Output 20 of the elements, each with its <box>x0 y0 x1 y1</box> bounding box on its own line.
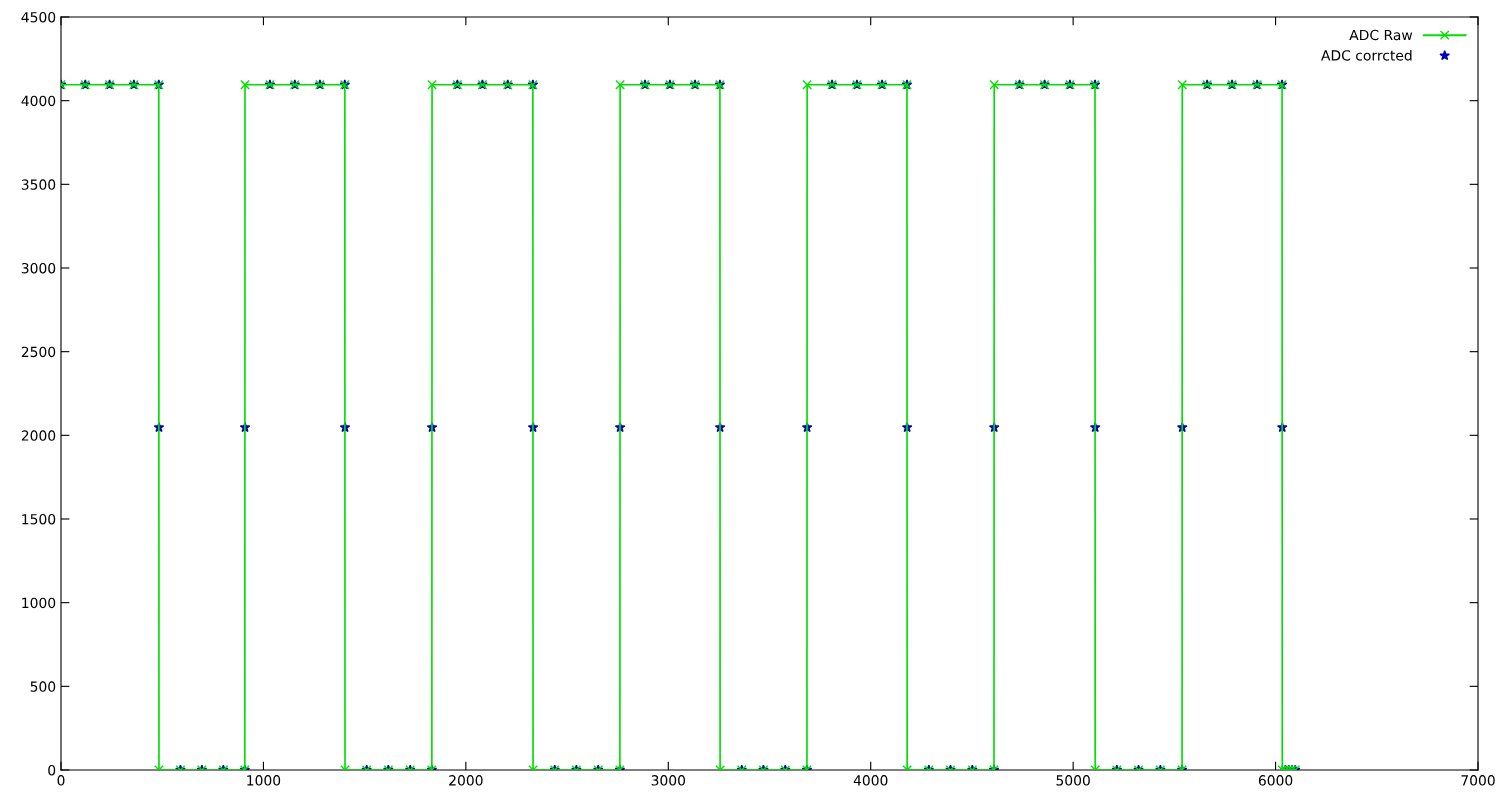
x-tick-label: 7000 <box>1461 775 1495 786</box>
y-tick-label: 1500 <box>22 513 56 525</box>
y-tick-label: 1000 <box>22 597 56 609</box>
x-tick-label: 0 <box>57 775 65 786</box>
y-tick-label: 3500 <box>21 179 56 190</box>
x-tick-label: 4000 <box>853 775 888 786</box>
y-tick-label: 2000 <box>21 430 56 441</box>
x-tick-label: 5000 <box>1056 775 1090 786</box>
y-tick-label: 2500 <box>21 346 56 358</box>
y-tick-label: 0 <box>48 764 56 776</box>
x-tick-label: 2000 <box>449 775 483 786</box>
x-tick-label: 1000 <box>247 775 281 786</box>
y-tick-label: 3000 <box>21 262 56 274</box>
legend-label: ADC Raw <box>1349 29 1413 41</box>
y-tick-label: 4000 <box>21 95 56 107</box>
y-tick-label: 4500 <box>21 11 56 23</box>
x-tick-label: 6000 <box>1258 775 1293 786</box>
x-tick-label: 3000 <box>651 775 686 786</box>
legend-label: ADC corrcted <box>1321 49 1412 61</box>
y-tick-label: 500 <box>30 681 56 692</box>
